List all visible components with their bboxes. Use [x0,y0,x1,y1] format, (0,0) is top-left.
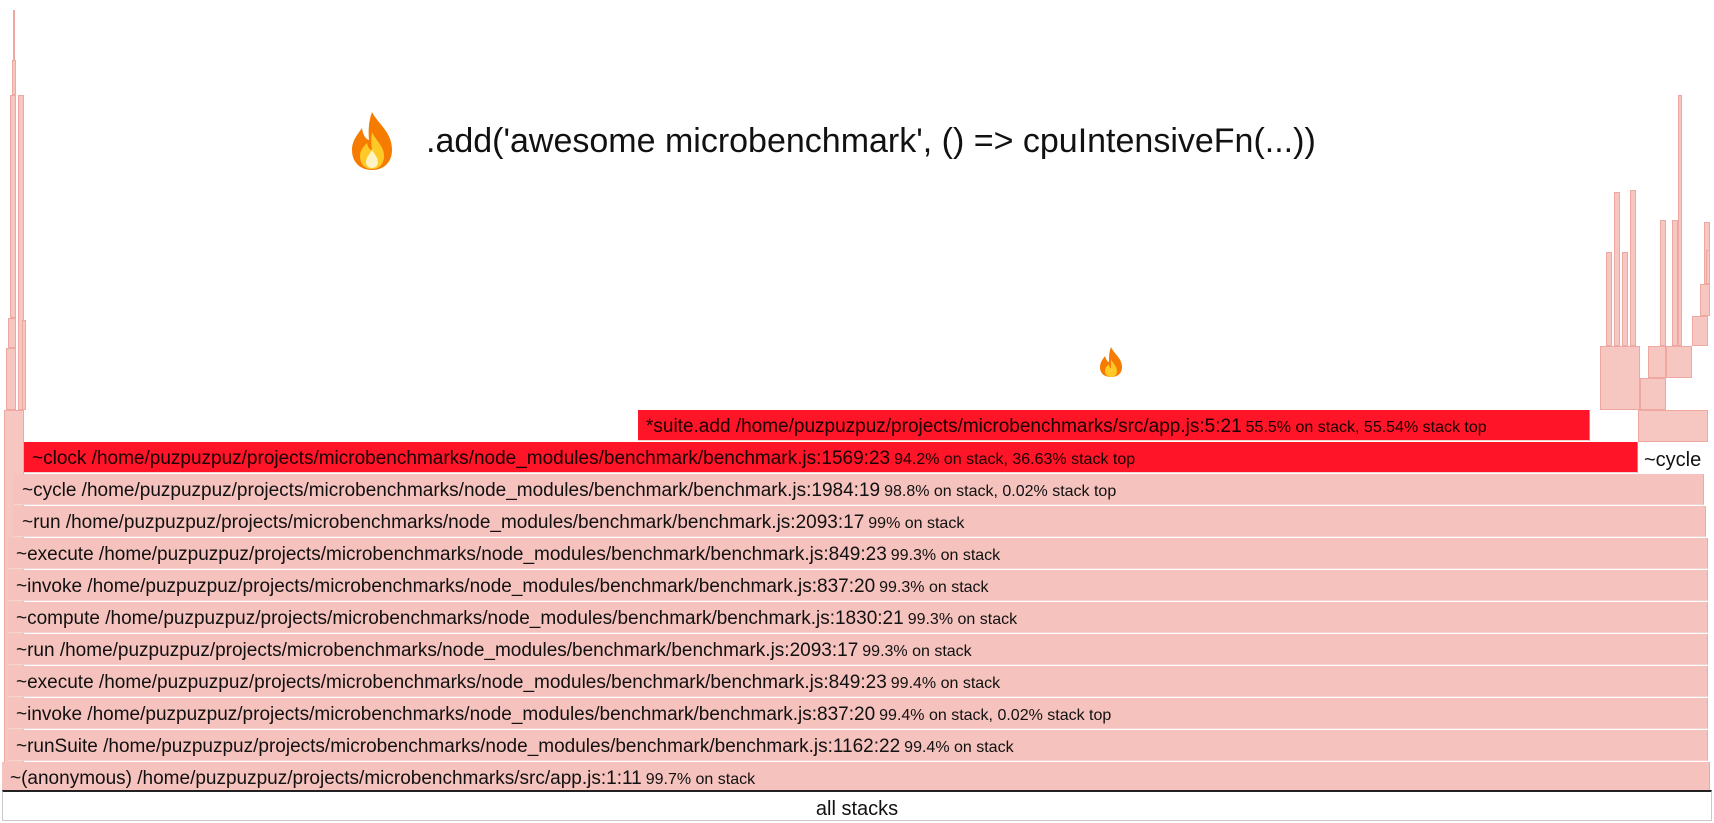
narrow-frame[interactable] [1606,252,1612,346]
frame-stats: 99.3% on stack [890,547,1001,564]
frame-run[interactable]: ~run /home/puzpuzpuz/projects/microbench… [14,506,1706,537]
narrow-frame[interactable] [12,60,16,95]
frame-name: ~invoke /home/puzpuzpuz/projects/microbe… [16,704,876,725]
narrow-frame[interactable] [6,348,16,410]
frame-name: *suite.add /home/puzpuzpuz/projects/micr… [646,416,1242,437]
frame-invoke-2[interactable]: ~invoke /home/puzpuzpuz/projects/microbe… [8,698,1708,729]
narrow-frame[interactable] [1630,190,1636,346]
narrow-frame[interactable] [8,318,16,348]
frame-name: ~execute /home/puzpuzpuz/projects/microb… [16,544,887,565]
all-stacks-label: all stacks [815,798,899,820]
narrow-frame[interactable] [1622,252,1628,346]
frame-anonymous[interactable]: ~(anonymous) /home/puzpuzpuz/projects/mi… [2,762,1710,793]
frame-stats: 98.8% on stack, 0.02% stack top [884,483,1117,500]
flame-icon [1100,347,1122,377]
narrow-frame[interactable] [1614,192,1620,346]
frame-compute[interactable]: ~compute /home/puzpuzpuz/projects/microb… [8,602,1708,633]
narrow-frame[interactable] [1640,378,1666,410]
frame-stats: 94.2% on stack, 36.63% stack top [894,451,1136,468]
narrow-frame[interactable] [13,10,15,60]
frame-name: ~run /home/puzpuzpuz/projects/microbench… [22,512,865,533]
frame-stats: 99.4% on stack [904,739,1014,756]
frame-stats: 99.7% on stack [645,771,756,788]
narrow-frame[interactable] [1678,95,1682,346]
frame-cycle-side-label[interactable]: ~cycle [1644,449,1702,471]
frame-stats: 99.3% on stack [879,579,989,596]
narrow-frame[interactable] [1692,316,1708,346]
frame-execute[interactable]: ~execute /home/puzpuzpuz/projects/microb… [8,538,1708,569]
narrow-frame[interactable] [1672,220,1678,346]
frame-clock[interactable]: ~clock /home/puzpuzpuz/projects/microben… [24,442,1638,473]
narrow-frame[interactable] [1638,410,1708,442]
headline-code: .add('awesome microbenchmark', () => cpu… [426,121,1316,160]
frame-runsuite[interactable]: ~runSuite /home/puzpuzpuz/projects/micro… [8,730,1708,761]
frame-stats: 55.5% on stack, 55.54% stack top [1245,419,1487,436]
narrow-frame[interactable] [1660,220,1666,346]
frame-stats: 99.4% on stack, 0.02% stack top [879,707,1112,724]
frame-suite-add[interactable]: *suite.add /home/puzpuzpuz/projects/micr… [638,410,1590,441]
frame-name: ~(anonymous) /home/puzpuzpuz/projects/mi… [10,768,642,789]
narrow-frame[interactable] [1700,284,1710,316]
frame-run-2[interactable]: ~run /home/puzpuzpuz/projects/microbench… [8,634,1708,665]
frame-name: ~execute /home/puzpuzpuz/projects/microb… [16,672,887,693]
frame-name: ~runSuite /home/puzpuzpuz/projects/micro… [16,736,901,757]
narrow-frame[interactable] [1600,346,1640,410]
frame-cycle[interactable]: ~cycle /home/puzpuzpuz/projects/microben… [14,474,1704,505]
frame-stats: 99.3% on stack [862,643,972,660]
frame-name: ~compute /home/puzpuzpuz/projects/microb… [16,608,904,629]
frame-all-stacks[interactable]: all stacks [2,790,1712,821]
frame-stats: 99% on stack [868,515,965,532]
narrow-frame[interactable] [1706,250,1710,284]
narrow-frame[interactable] [18,95,24,410]
frame-execute-2[interactable]: ~execute /home/puzpuzpuz/projects/microb… [8,666,1708,697]
frame-name: ~clock /home/puzpuzpuz/projects/microben… [32,448,891,469]
flame-icon [352,112,392,170]
frame-stats: 99.3% on stack [907,611,1018,628]
frame-invoke[interactable]: ~invoke /home/puzpuzpuz/projects/microbe… [8,570,1708,601]
headline: .add('awesome microbenchmark', () => cpu… [348,106,1316,176]
narrow-frame[interactable] [10,95,16,318]
narrow-frame[interactable] [22,320,26,410]
frame-name: ~run /home/puzpuzpuz/projects/microbench… [16,640,859,661]
narrow-frame[interactable] [1648,346,1666,378]
narrow-frame[interactable] [1666,346,1692,378]
frame-name: ~cycle /home/puzpuzpuz/projects/microben… [22,480,881,501]
frame-name: ~invoke /home/puzpuzpuz/projects/microbe… [16,576,876,597]
frame-stats: 99.4% on stack [890,675,1001,692]
